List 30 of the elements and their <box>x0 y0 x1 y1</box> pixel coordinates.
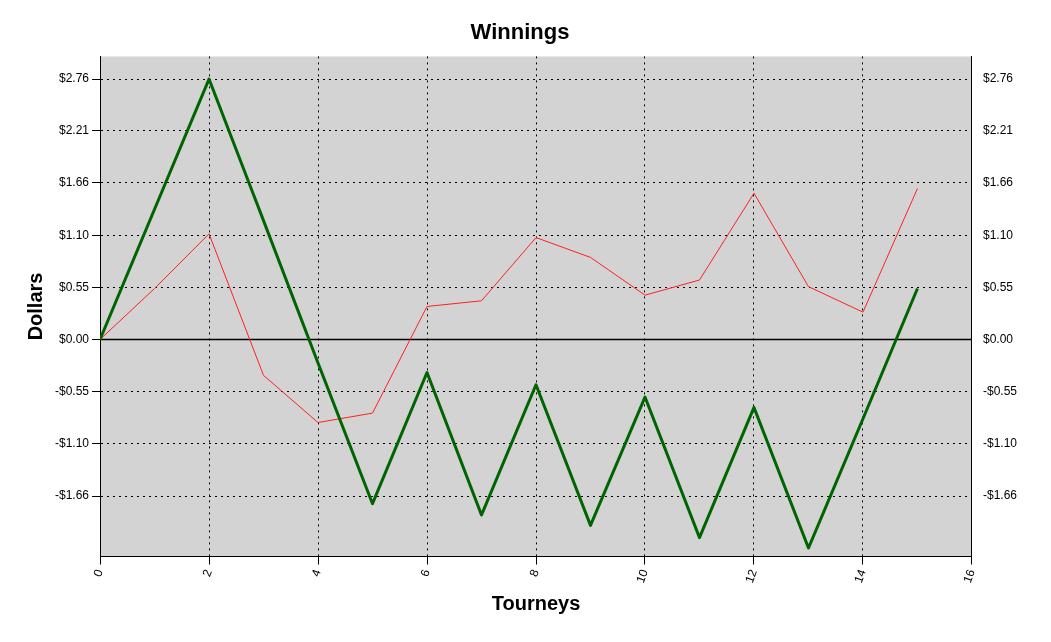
y2-tick-label: $1.10 <box>982 228 1014 243</box>
y-tick-label: -$1.10 <box>54 435 90 450</box>
y-tick-label: $1.66 <box>58 175 90 190</box>
y-axis-title: Dollars <box>23 272 46 341</box>
x-tick-label: 16 <box>960 567 979 585</box>
y2-tick-label: $1.66 <box>982 175 1014 190</box>
y2-tick-label: $0.00 <box>982 331 1014 346</box>
y2-tick-label: -$1.10 <box>982 435 1018 450</box>
x-tick-label: 0 <box>90 567 107 579</box>
x-tick-label: 8 <box>526 567 543 579</box>
y-tick-label: -$1.66 <box>54 488 90 503</box>
y-tick-label: $2.76 <box>58 71 90 86</box>
y-tick-label: $0.00 <box>58 331 90 346</box>
y2-tick-label: -$1.66 <box>982 488 1018 503</box>
x-tick-label: 2 <box>199 567 216 579</box>
x-tick-label: 14 <box>851 567 870 585</box>
x-tick-label: 4 <box>308 567 325 579</box>
x-axis-title: Tourneys <box>491 591 581 614</box>
x-tick-label: 12 <box>742 567 761 585</box>
y2-tick-label: $2.76 <box>982 71 1014 86</box>
y-tick-label: -$0.55 <box>54 383 90 398</box>
x-tick-label: 6 <box>417 567 434 579</box>
y-tick-label: $2.21 <box>58 123 90 138</box>
chart-title: Winnings <box>470 19 570 45</box>
x-tick-label: 10 <box>633 567 652 585</box>
y2-tick-label: -$0.55 <box>982 383 1018 398</box>
y-tick-label: $0.55 <box>58 279 90 294</box>
y2-tick-label: $2.21 <box>982 123 1014 138</box>
y2-tick-label: $0.55 <box>982 279 1014 294</box>
y-tick-label: $1.10 <box>58 228 90 243</box>
